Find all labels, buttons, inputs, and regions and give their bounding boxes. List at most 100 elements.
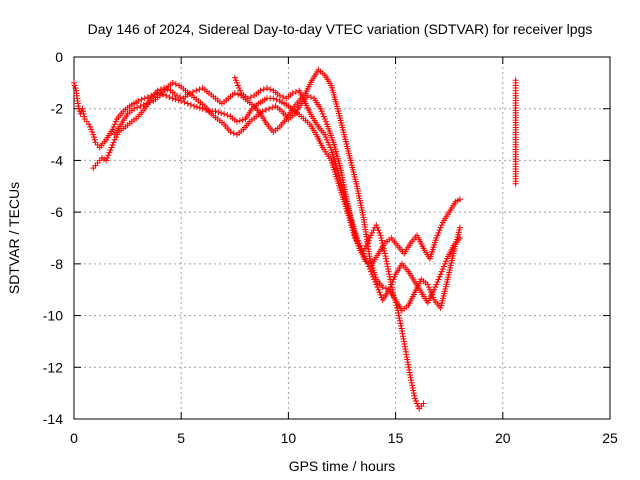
data-point-marker	[172, 96, 179, 103]
data-point-marker	[376, 229, 383, 236]
data-point-marker	[377, 232, 384, 239]
data-point-marker	[307, 94, 314, 101]
data-point-marker	[169, 95, 176, 102]
data-point-marker	[233, 118, 240, 125]
data-point-marker	[397, 320, 404, 327]
data-point-marker	[374, 284, 381, 291]
data-point-marker	[320, 113, 327, 120]
data-point-marker	[377, 291, 384, 298]
data-point-marker	[262, 107, 269, 114]
data-point-marker	[367, 268, 374, 275]
data-point-marker	[435, 276, 442, 283]
y-tick-label: -12	[43, 359, 63, 375]
axis-ticks	[73, 56, 611, 420]
data-point-marker	[169, 79, 176, 86]
data-point-marker	[105, 152, 112, 159]
data-point-marker	[106, 149, 113, 156]
data-point-marker	[257, 87, 264, 94]
data-point-marker	[235, 91, 242, 98]
x-axis-label: GPS time / hours	[289, 458, 396, 474]
data-point-marker	[398, 325, 405, 332]
data-point-marker	[322, 118, 329, 125]
data-point-marker	[173, 92, 180, 99]
data-point-marker	[424, 281, 431, 288]
data-point-marker	[177, 94, 184, 101]
data-point-marker	[367, 232, 374, 239]
data-point-marker	[87, 123, 94, 130]
data-point-marker	[140, 101, 147, 108]
data-point-marker	[359, 247, 366, 254]
data-point-marker	[181, 99, 188, 106]
data-point-marker	[232, 77, 239, 84]
data-point-marker	[260, 86, 267, 93]
data-point-marker	[189, 88, 196, 95]
series-track-c	[111, 79, 463, 267]
data-point-marker	[438, 268, 445, 275]
data-point-marker	[382, 253, 389, 260]
data-point-marker	[384, 263, 391, 270]
data-point-marker	[166, 94, 173, 101]
data-point-marker	[373, 281, 380, 288]
data-point-marker	[193, 103, 200, 110]
data-point-marker	[356, 240, 363, 247]
data-point-marker	[381, 250, 388, 257]
data-point-marker	[86, 121, 93, 128]
data-point-marker	[382, 285, 389, 292]
data-point-marker	[375, 227, 382, 234]
data-point-marker	[456, 196, 463, 203]
data-point-marker	[112, 118, 119, 125]
y-tick-label: -4	[51, 152, 64, 168]
data-point-marker	[408, 377, 415, 384]
data-point-marker	[196, 86, 203, 93]
data-point-marker	[434, 232, 441, 239]
data-point-marker	[292, 88, 299, 95]
data-point-marker	[379, 284, 386, 291]
data-point-marker	[263, 85, 270, 92]
data-points	[71, 66, 519, 412]
data-point-marker	[388, 281, 395, 288]
data-point-marker	[79, 105, 86, 112]
data-point-marker	[109, 141, 116, 148]
y-tick-label: -2	[51, 101, 64, 117]
data-point-marker	[456, 224, 463, 231]
data-point-marker	[431, 286, 438, 293]
data-point-marker	[390, 276, 397, 283]
data-point-marker	[361, 253, 368, 260]
data-point-marker	[81, 113, 88, 120]
data-point-marker	[193, 87, 200, 94]
data-point-marker	[147, 99, 154, 106]
data-point-marker	[317, 105, 324, 112]
data-point-marker	[407, 374, 414, 381]
data-point-marker	[212, 108, 219, 115]
data-point-marker	[164, 86, 171, 93]
data-point-marker	[391, 273, 398, 280]
plot-frame	[73, 56, 611, 420]
data-point-marker	[72, 85, 79, 92]
data-point-marker	[230, 130, 237, 137]
data-point-marker	[382, 255, 389, 262]
x-tick-label: 20	[495, 430, 511, 446]
data-point-marker	[236, 85, 243, 92]
data-point-marker	[385, 266, 392, 273]
data-point-marker	[327, 144, 334, 151]
data-point-marker	[437, 224, 444, 231]
x-tick-label: 15	[388, 430, 404, 446]
data-point-marker	[91, 134, 98, 141]
data-point-marker	[137, 103, 144, 110]
data-point-marker	[71, 79, 77, 86]
data-point-marker	[435, 229, 442, 236]
data-point-marker	[436, 227, 443, 234]
data-point-marker	[108, 144, 115, 151]
data-point-marker	[237, 87, 244, 94]
data-point-marker	[410, 390, 417, 397]
chart-title: Day 146 of 2024, Sidereal Day-to-day VTE…	[88, 21, 593, 37]
data-point-marker	[439, 266, 446, 273]
data-point-marker	[80, 108, 87, 115]
data-point-marker	[172, 81, 179, 88]
data-point-marker	[366, 235, 373, 241]
data-point-marker	[410, 387, 417, 394]
data-point-marker	[370, 273, 377, 280]
data-point-marker	[512, 180, 519, 187]
data-point-marker	[111, 136, 118, 143]
